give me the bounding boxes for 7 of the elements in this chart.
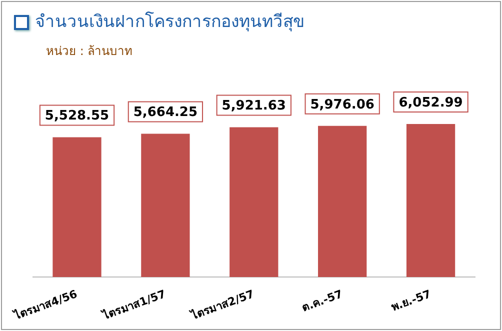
data-label: 5,664.25	[133, 105, 198, 120]
data-label: 5,528.55	[44, 108, 110, 124]
chart-title: จำนวนเงินฝากโครงการกองทุนทวีสุข	[35, 12, 305, 32]
data-label: 6,052.99	[398, 95, 463, 110]
data-label: 5,976.06	[310, 97, 374, 112]
data-label: 5,921.63	[222, 98, 286, 114]
chart-subtitle: หน่วย : ล้านบาท	[46, 43, 133, 60]
